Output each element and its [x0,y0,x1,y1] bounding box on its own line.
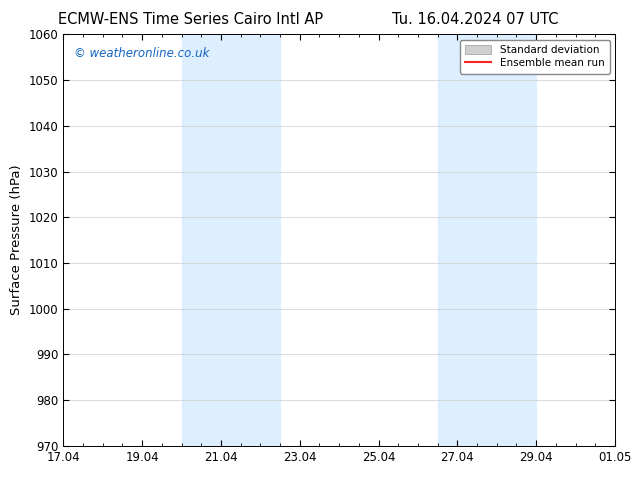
Text: ECMW-ENS Time Series Cairo Intl AP: ECMW-ENS Time Series Cairo Intl AP [58,12,323,27]
Bar [437,34,536,446]
Text: Tu. 16.04.2024 07 UTC: Tu. 16.04.2024 07 UTC [392,12,559,27]
Text: © weatheronline.co.uk: © weatheronline.co.uk [74,47,210,60]
Bar [181,34,280,446]
Y-axis label: Surface Pressure (hPa): Surface Pressure (hPa) [10,165,23,316]
Legend: Standard deviation, Ensemble mean run: Standard deviation, Ensemble mean run [460,40,610,74]
